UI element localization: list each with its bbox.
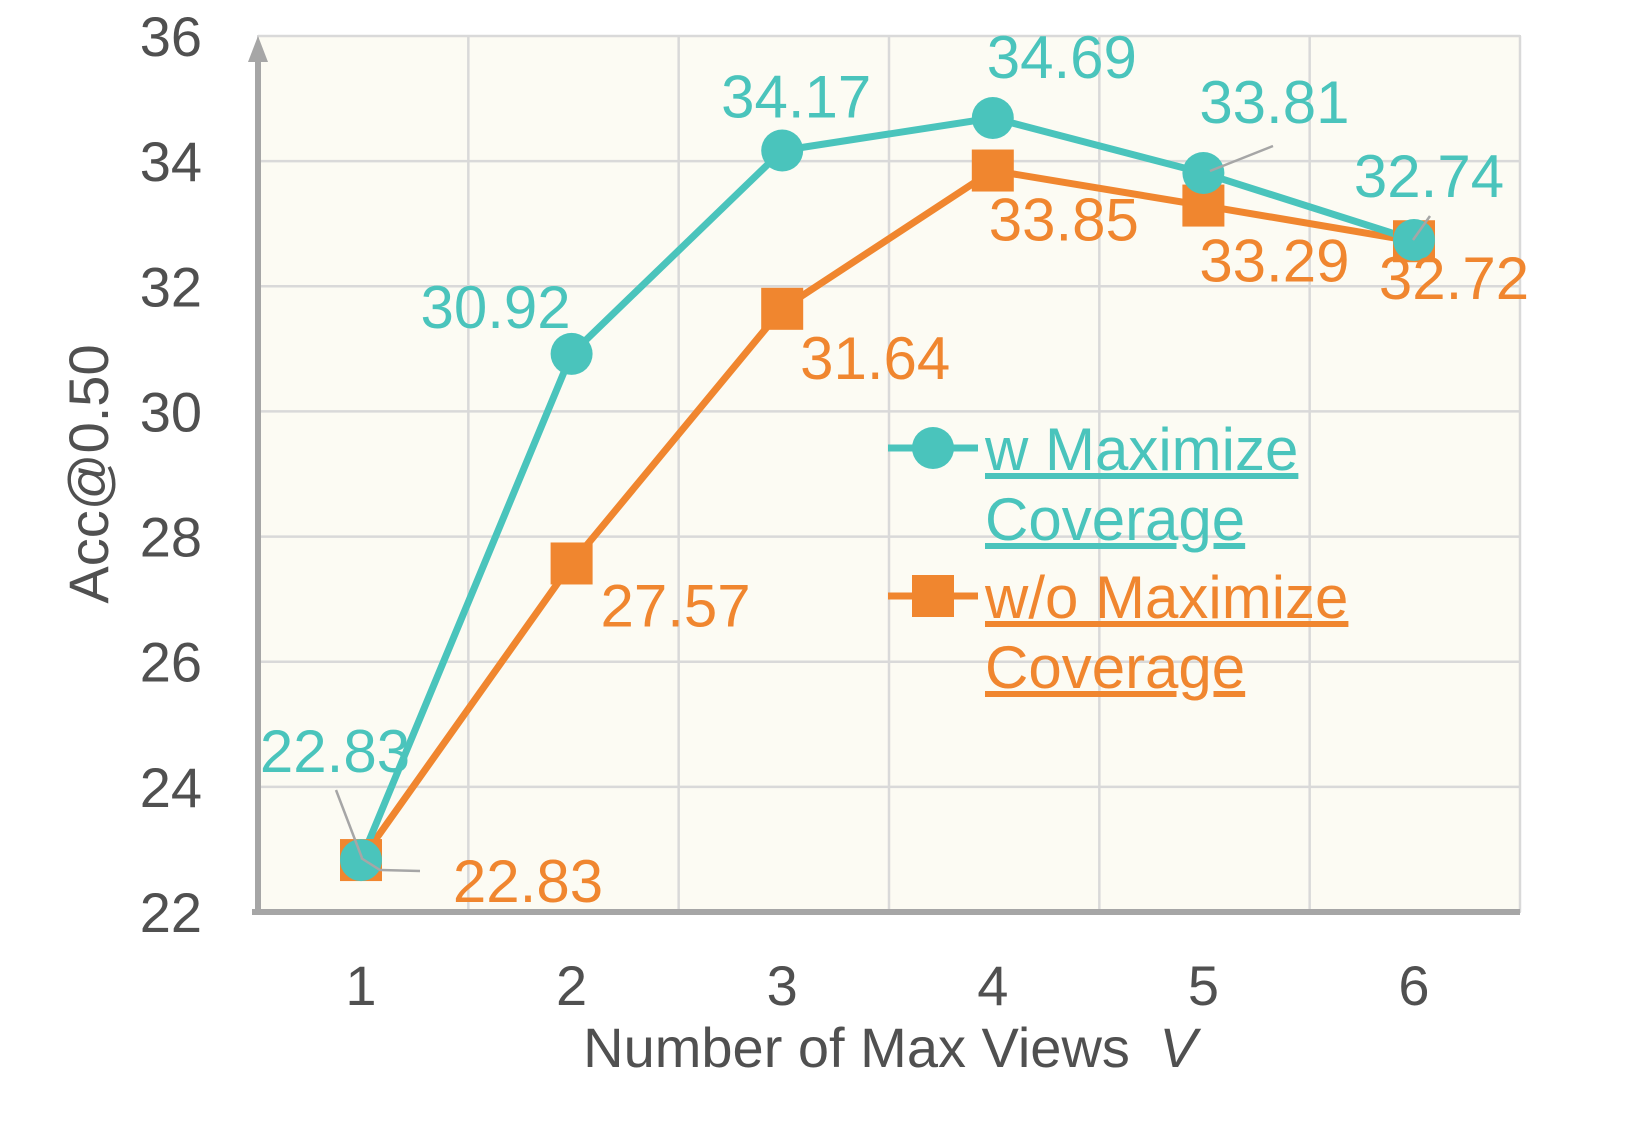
x-tick-label: 4	[977, 954, 1008, 1017]
y-axis-arrow	[248, 36, 268, 62]
axes	[248, 36, 1520, 915]
data-point-circle	[971, 96, 1014, 139]
label-leader-lines	[334, 144, 1432, 873]
y-tick-label: 28	[140, 506, 202, 569]
data-label: 31.64	[800, 325, 950, 392]
legend-label-w-maximize-line2: Coverage	[985, 486, 1245, 553]
series-line-wo-maximize	[358, 167, 1415, 863]
legend-label-wo-maximize-line2: Coverage	[985, 634, 1245, 701]
leader-line-w-1	[334, 789, 364, 859]
data-label: 33.81	[1199, 69, 1349, 136]
y-tick-label: 22	[140, 881, 202, 944]
y-tick-label: 26	[140, 631, 202, 694]
series-line-w-maximize	[357, 114, 1416, 862]
data-label: 27.57	[601, 572, 751, 639]
data-point-square	[550, 542, 593, 585]
data-point-square	[971, 149, 1014, 192]
y-axis-title: Acc@0.50	[57, 344, 120, 603]
data-label: 34.69	[987, 24, 1137, 91]
legend-entry-w-maximize-coverage: w Maximize Coverage	[888, 416, 1298, 553]
y-tick-labels: 22 24 26 28 30 32 34 36	[140, 5, 202, 944]
x-tick-label: 2	[556, 954, 587, 1017]
data-label: 30.92	[421, 274, 571, 341]
data-point-circle	[1182, 152, 1225, 195]
x-tick-label: 5	[1188, 954, 1219, 1017]
leader-line-wo-1	[360, 856, 421, 873]
leader-line-w-5	[1209, 144, 1274, 173]
data-label: 32.72	[1379, 245, 1529, 312]
legend: w Maximize Coverage w/o Maximize Coverag…	[888, 416, 1348, 701]
x-tick-label: 1	[345, 954, 376, 1017]
series-layer	[340, 96, 1435, 882]
x-tick-label: 3	[767, 954, 798, 1017]
data-point-square	[761, 287, 804, 330]
x-axis-title: Number of Max Views V	[583, 1016, 1201, 1079]
y-tick-label: 24	[140, 756, 202, 819]
data-label: 33.85	[989, 187, 1139, 254]
y-tick-label: 36	[140, 5, 202, 68]
x-axis-title-variable: V	[1159, 1016, 1201, 1079]
y-tick-label: 34	[140, 130, 202, 193]
legend-entry-wo-maximize-coverage: w/o Maximize Coverage	[888, 564, 1348, 701]
legend-marker-square	[912, 575, 954, 617]
x-axis-title-text: Number of Max Views	[583, 1016, 1130, 1079]
y-tick-label: 32	[140, 255, 202, 318]
data-label: 32.74	[1354, 143, 1504, 210]
legend-marker-circle	[912, 427, 954, 469]
data-point-circle	[550, 332, 593, 375]
x-tick-labels: 1 2 3 4 5 6	[345, 954, 1429, 1017]
data-label: 34.17	[721, 64, 871, 131]
leader-line-w-6	[1411, 215, 1432, 241]
legend-label-w-maximize-line1: w Maximize	[984, 416, 1298, 483]
data-point-circle	[761, 129, 804, 172]
data-label: 22.83	[453, 848, 603, 915]
data-point-circle	[340, 839, 382, 882]
y-tick-label: 30	[140, 380, 202, 443]
data-label: 22.83	[260, 718, 410, 785]
x-tick-label: 6	[1398, 954, 1429, 1017]
legend-label-wo-maximize-line1: w/o Maximize	[984, 564, 1348, 631]
data-label: 33.29	[1199, 228, 1349, 295]
